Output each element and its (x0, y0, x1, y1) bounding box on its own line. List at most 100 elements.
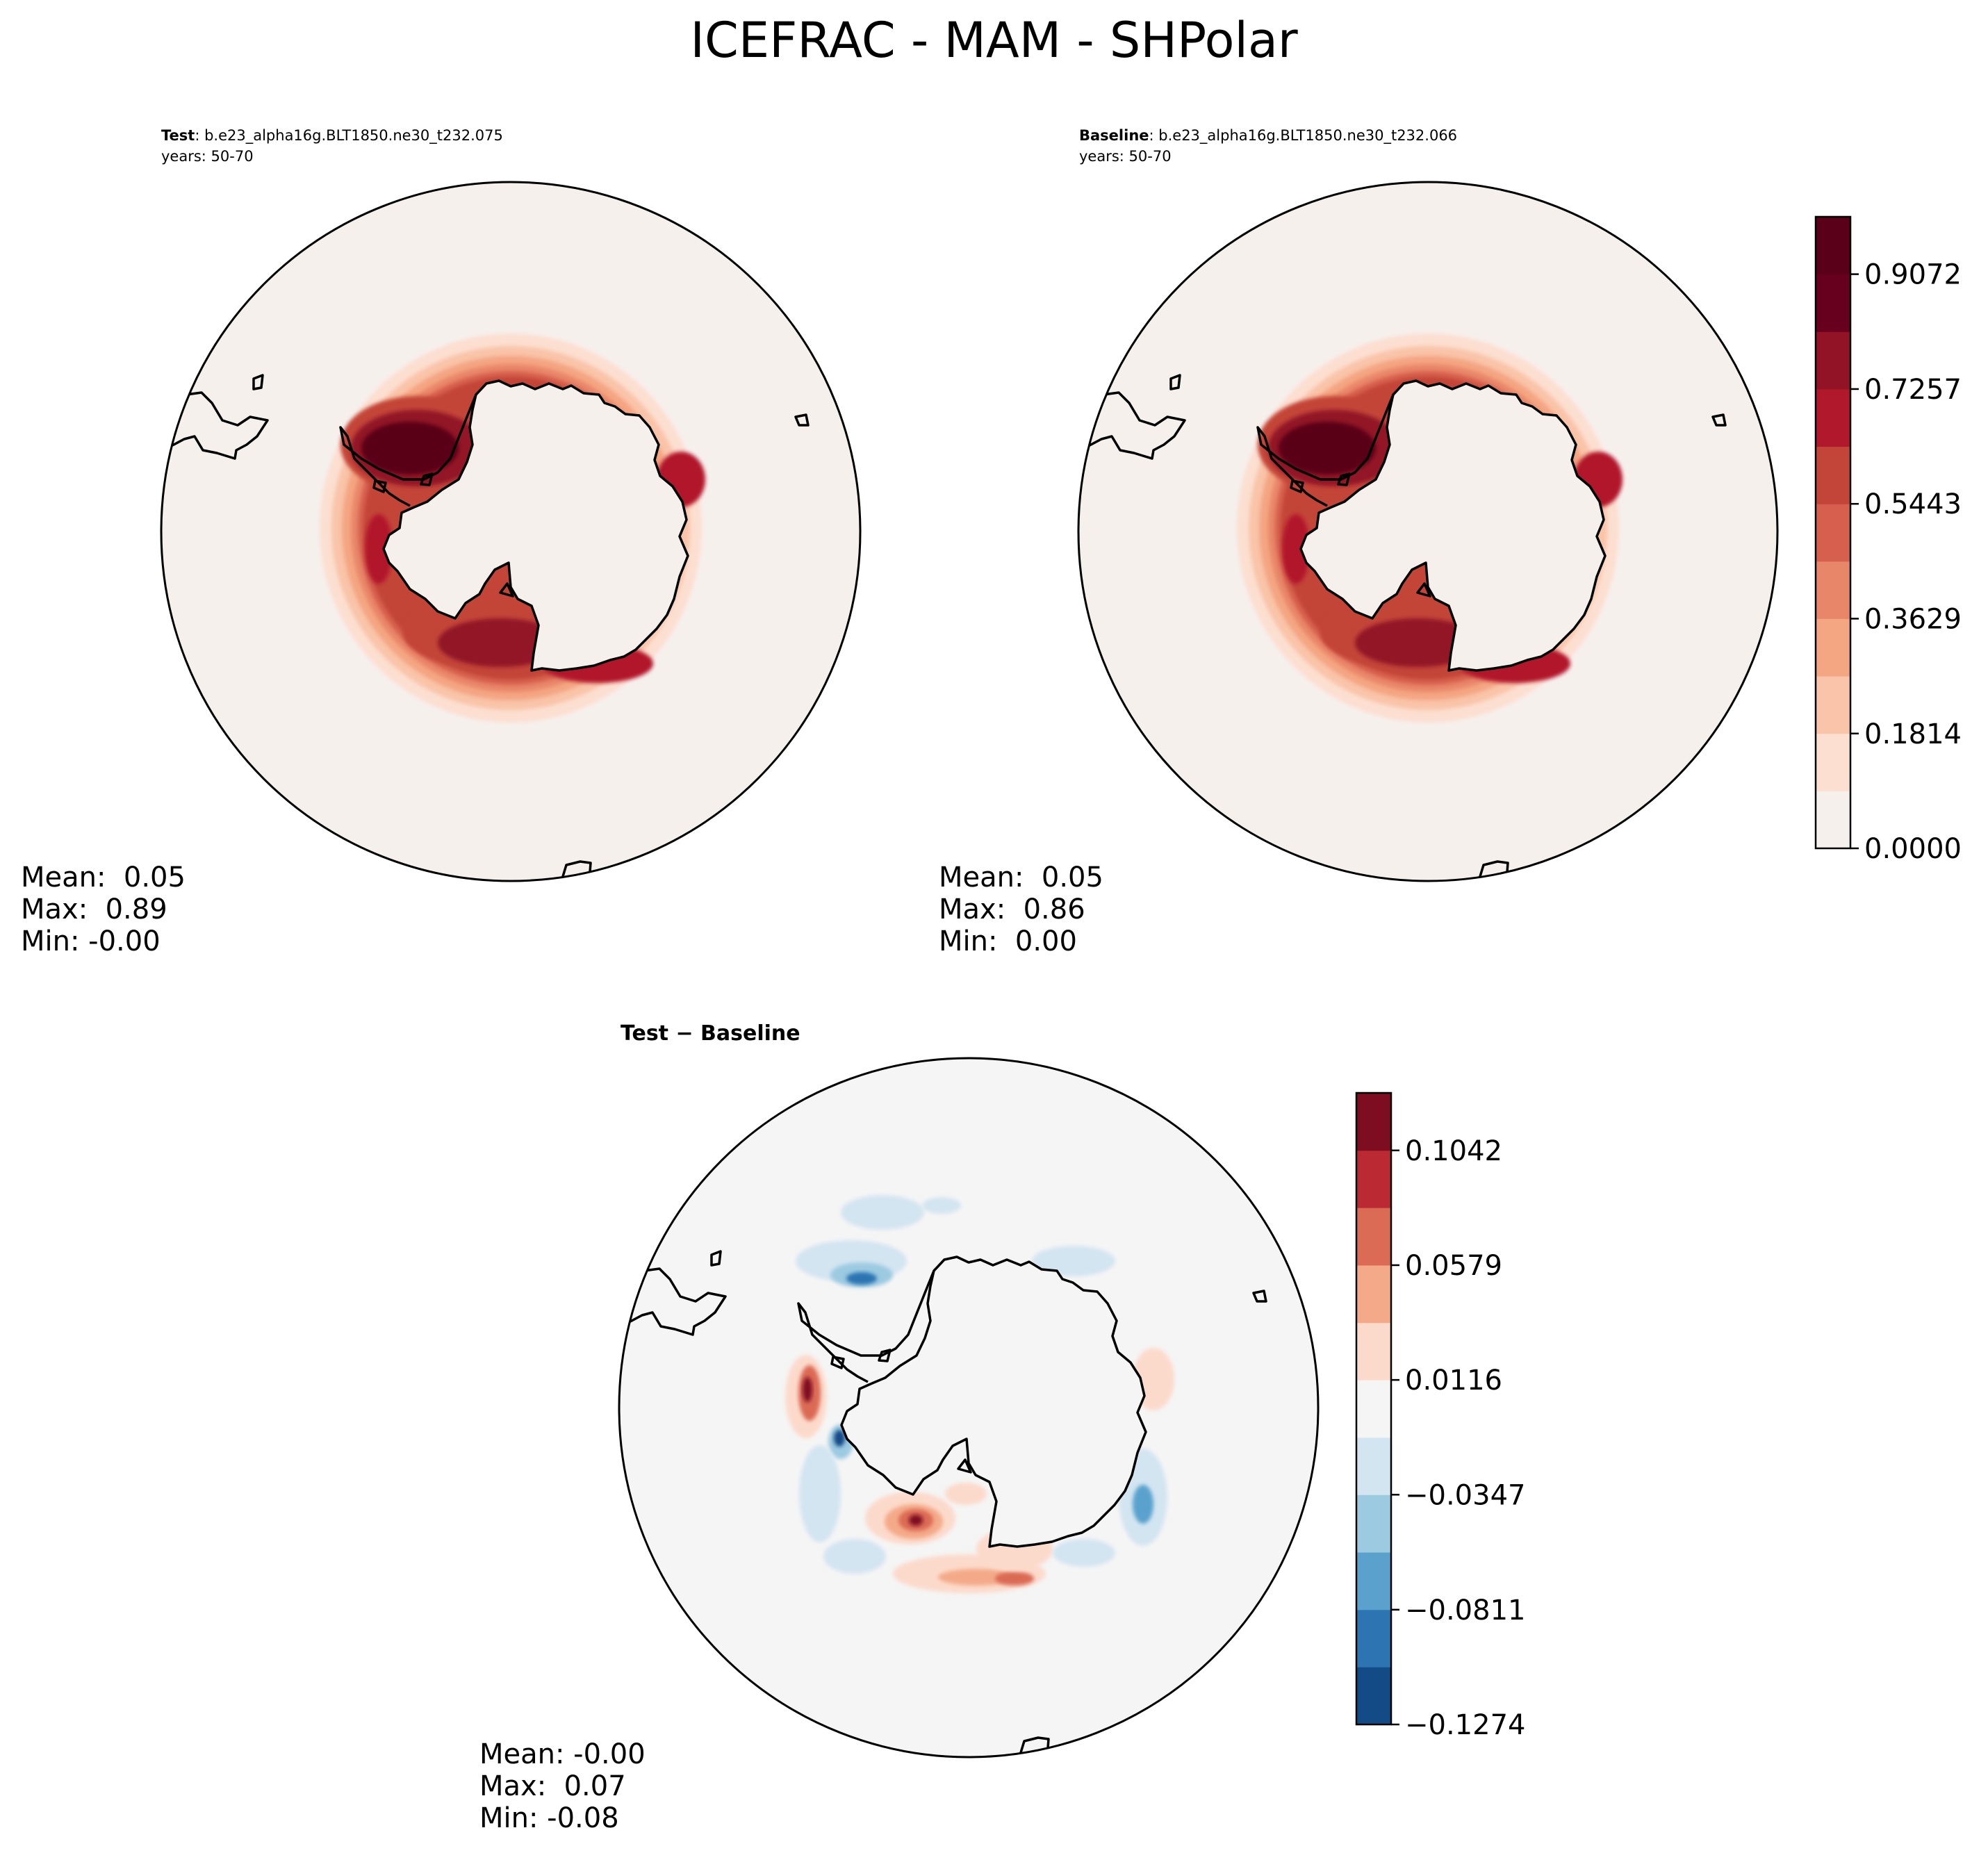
ross-island (957, 1458, 972, 1474)
baseline-case-name: : b.e23_alpha16g.BLT1850.ne30_t232.066 (1149, 127, 1458, 144)
diff-anomaly (823, 1539, 886, 1574)
weddell-isle-2 (420, 472, 434, 486)
test-baseline-colorbar: 0.0000 0.1814 0.3629 0.5443 0.7257 0.9072 (1814, 215, 1962, 865)
test-min: Min: -0.00 (21, 925, 161, 957)
ice-core (1282, 514, 1310, 584)
ross-island (1416, 582, 1431, 598)
island-east (1711, 413, 1727, 427)
main-colorbar-tick-label: 0.5443 (1864, 488, 1962, 520)
diff-colorbar-band (1356, 1265, 1391, 1324)
diff-anomaly (945, 1483, 987, 1505)
baseline-stats: Mean: 0.05 Max: 0.86 Min: 0.00 (939, 862, 1103, 957)
diff-colorbar-band (1356, 1609, 1391, 1667)
antarctic-peninsula (339, 394, 477, 507)
test-stats: Mean: 0.05 Max: 0.89 Min: -0.00 (21, 862, 186, 957)
diff-colorbar-band (1356, 1208, 1391, 1266)
test-label: Test (161, 127, 195, 144)
main-colorbar-band (1816, 217, 1850, 275)
weddell-isle-1 (372, 479, 387, 493)
island-east (1252, 1290, 1267, 1303)
south-america-coastline (619, 1260, 727, 1336)
baseline-max: Max: 0.86 (939, 893, 1085, 925)
main-colorbar-band (1816, 561, 1850, 619)
falkland-islands (252, 374, 264, 390)
baseline-min: Min: 0.00 (939, 925, 1077, 957)
diff-colorbar-band (1356, 1093, 1391, 1151)
baseline-coastlines (1078, 374, 1727, 881)
diff-anomaly (922, 1197, 961, 1214)
main-colorbar-band (1816, 676, 1850, 734)
diff-colorbar-tick-label: 0.0116 (1405, 1365, 1502, 1397)
falkland-islands (710, 1250, 722, 1267)
test-years: years: 50-70 (161, 148, 254, 165)
island-east (794, 413, 810, 427)
main-colorbar-band (1816, 388, 1850, 447)
baseline-panel-title: Baseline: b.e23_alpha16g.BLT1850.ne30_t2… (1079, 125, 1457, 167)
test-map (160, 181, 862, 882)
main-colorbar-band (1816, 446, 1850, 504)
diff-anomaly (909, 1515, 923, 1526)
diff-colorbar: −0.1274 −0.0811 −0.0347 0.0116 0.0579 0.1042 (1355, 1092, 1525, 1741)
diff-colorbar-band (1356, 1552, 1391, 1611)
antarctic-peninsula (1256, 394, 1395, 507)
diff-colorbar-band (1356, 1150, 1391, 1208)
baseline-label: Baseline (1079, 127, 1149, 144)
diff-anomaly (846, 1272, 877, 1285)
baseline-mean: Mean: 0.05 (939, 862, 1103, 893)
diff-colorbar-band (1356, 1437, 1391, 1495)
diff-min: Min: -0.08 (479, 1802, 619, 1834)
diff-max: Max: 0.07 (479, 1770, 626, 1802)
diff-colorbar-band (1356, 1380, 1391, 1438)
diff-colorbar-frame (1355, 1092, 1393, 1726)
diff-panel-title: Test − Baseline (621, 1021, 800, 1046)
main-colorbar-tick-label: 0.7257 (1864, 374, 1962, 406)
weddell-isle-2 (878, 1349, 892, 1362)
diff-colorbar-band (1356, 1667, 1391, 1725)
falkland-islands (1169, 374, 1181, 390)
main-colorbar-band (1816, 504, 1850, 562)
main-colorbar-frame (1814, 215, 1852, 850)
ice-core (438, 618, 563, 667)
test-mean: Mean: 0.05 (21, 862, 186, 893)
ice-core (1355, 618, 1480, 667)
diff-anomaly (995, 1572, 1034, 1586)
diff-anomaly (834, 1430, 845, 1447)
weddell-isle-1 (1290, 479, 1304, 493)
antarctica-coastline (382, 379, 689, 672)
main-colorbar-band (1816, 733, 1850, 791)
diff-colorbar-band (1356, 1494, 1391, 1553)
diff-colorbar-tick-label: 0.1042 (1405, 1135, 1502, 1167)
main-colorbar-tick-label: 0.1814 (1864, 718, 1962, 750)
baseline-years: years: 50-70 (1079, 148, 1172, 165)
weddell-isle-1 (830, 1356, 845, 1369)
australia-edge (1018, 1736, 1050, 1757)
diff-anomaly (799, 1445, 841, 1542)
main-colorbar-tick-label: 0.0000 (1864, 833, 1962, 865)
south-america-coastline (161, 384, 269, 460)
ice-core (1279, 422, 1376, 475)
main-colorbar-band (1816, 791, 1850, 849)
ross-island (499, 582, 514, 598)
test-map-boundary (160, 181, 862, 882)
diff-map (618, 1057, 1320, 1759)
diff-coastlines (619, 1250, 1267, 1757)
antarctica-coastline (1299, 379, 1607, 672)
australia-edge (560, 860, 592, 881)
australia-edge (1477, 860, 1509, 881)
test-max: Max: 0.89 (21, 893, 167, 925)
test-panel-title: Test: b.e23_alpha16g.BLT1850.ne30_t232.0… (161, 125, 503, 167)
main-colorbar-band (1816, 331, 1850, 390)
weddell-isle-2 (1337, 472, 1351, 486)
diff-map-boundary (618, 1057, 1320, 1759)
main-colorbar-band (1816, 618, 1850, 677)
diff-colorbar-tick-label: −0.0347 (1405, 1479, 1525, 1511)
baseline-map (1077, 181, 1779, 882)
diff-anomaly (1032, 1246, 1115, 1276)
antarctica-coastline (840, 1255, 1147, 1548)
diff-stats: Mean: -0.00 Max: 0.07 Min: -0.08 (479, 1738, 646, 1834)
main-colorbar-band (1816, 274, 1850, 332)
main-colorbar-tick-label: 0.3629 (1864, 603, 1962, 635)
ice-core (365, 514, 393, 584)
diff-mean: Mean: -0.00 (479, 1738, 646, 1770)
